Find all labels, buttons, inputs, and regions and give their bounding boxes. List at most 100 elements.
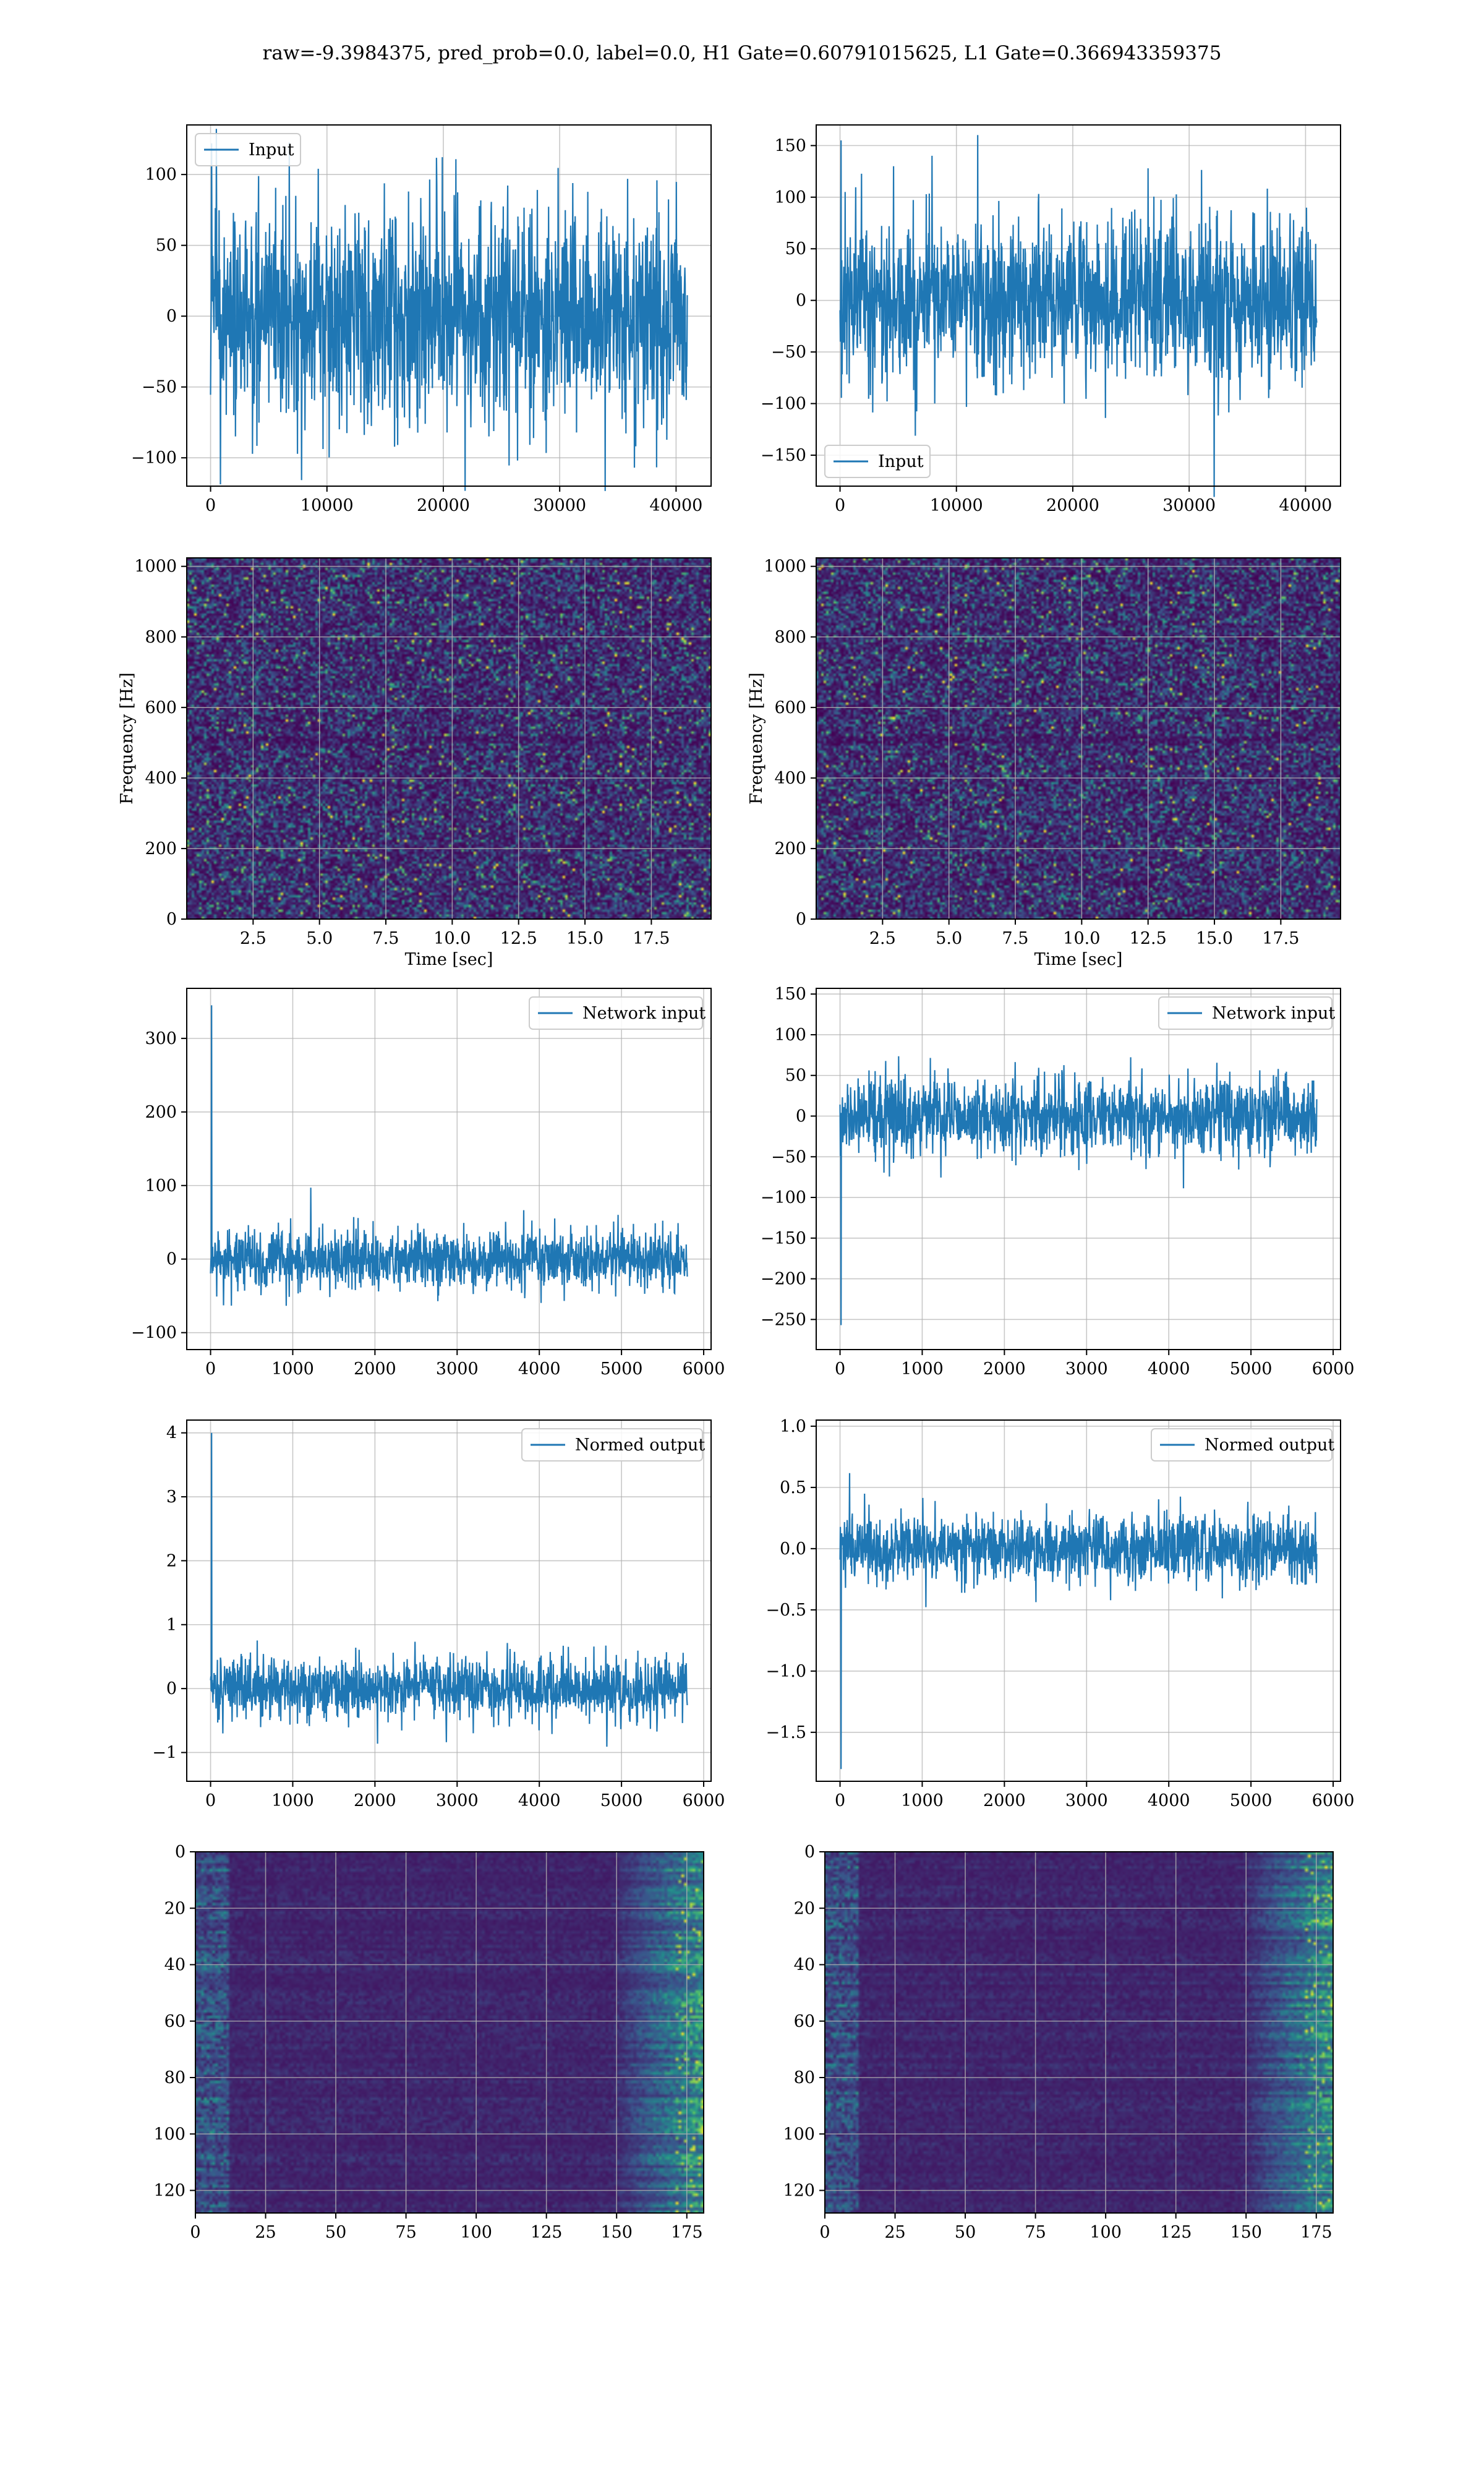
h1-network-input-xtick-label: 6000 [683, 1359, 725, 1379]
l1-network-input-plot: Network input 0 1000 2000 3000 4000 5000 6000 −2… [761, 985, 1355, 1379]
l1-feature-map-image [825, 1852, 1333, 2213]
h1-network-input-ytick-label: 0 [166, 1250, 177, 1269]
h1-spectrogram-plot: 2.5 5.0 7.5 10.0 12.5 15.0 17.5 0 200 400 600 800 10… [117, 557, 712, 969]
h1-network-input-ytick-label: −100 [131, 1324, 177, 1343]
l1-network-input-xtick-label: 6000 [1312, 1359, 1355, 1379]
h1-input-svg: Input 0 10000 20000 30000 40000 −100 −50 0 50 100 [131, 124, 712, 515]
l1-feature-map-xtick-label: 125 [1160, 2223, 1192, 2242]
l1-spectrogram-xlabel: Time [sec] [1034, 950, 1123, 969]
h1-spectrogram-ylabel: Frequency [Hz] [117, 672, 137, 804]
l1-normed-output-svg: Normed output 0 1000 2000 3000 4000 5000 6000 −1… [765, 1417, 1354, 1810]
l1-spectrogram-plot: 2.5 5.0 7.5 10.0 12.5 15.0 17.5 0 200 400 600 800 10… [747, 557, 1342, 969]
h1-feature-map-xtick-label: 175 [671, 2223, 703, 2242]
l1-feature-map-xtick-label: 50 [955, 2223, 976, 2242]
h1-input-xtick-label: 10000 [301, 496, 354, 515]
h1-network-input-legend: Network input [529, 996, 706, 1030]
h1-feature-map-ytick-label: 0 [175, 1843, 186, 1862]
l1-normed-output-ytick-label: −0.5 [765, 1601, 806, 1620]
h1-network-input-legend-label: Network input [582, 1004, 706, 1023]
l1-spectrogram-ytick-label: 0 [796, 910, 806, 929]
l1-normed-output-legend-label: Normed output [1205, 1436, 1334, 1455]
h1-network-input-series-line [210, 1005, 688, 1306]
l1-spectrogram-xtick-label: 15.0 [1196, 929, 1233, 948]
h1-normed-output-svg: Normed output 0 1000 2000 3000 4000 5000 6000 −1… [152, 1419, 725, 1810]
l1-spectrogram-xtick-label: 17.5 [1262, 929, 1299, 948]
l1-spectrogram-ytick-label: 200 [774, 839, 806, 858]
l1-spectrogram-image [816, 558, 1341, 919]
h1-spectrogram-ytick-label: 600 [145, 698, 177, 717]
h1-normed-output-xtick-label: 5000 [600, 1791, 643, 1810]
h1-feature-map-ytick-label: 120 [153, 2181, 186, 2201]
h1-normed-output-xtick-label: 4000 [518, 1791, 561, 1810]
h1-network-input-xtick-label: 4000 [518, 1359, 561, 1379]
l1-input-ytick-label: 100 [774, 188, 806, 207]
l1-normed-output-xtick-label: 5000 [1230, 1791, 1273, 1810]
h1-network-input-xtick-label: 1000 [271, 1359, 314, 1379]
l1-input-plot: Input 0 10000 20000 30000 40000 −150 −100 −50 0 50… [761, 124, 1342, 515]
figure-title: raw=-9.3984375, pred_prob=0.0, label=0.0… [262, 42, 1222, 64]
h1-network-input-ytick-label: 100 [145, 1176, 177, 1196]
h1-normed-output-ytick-label: 0 [166, 1679, 177, 1698]
l1-feature-map-xtick-label: 0 [819, 2223, 830, 2242]
h1-spectrogram-ytick-label: 800 [145, 628, 177, 647]
l1-normed-output-ytick-label: 1.0 [780, 1417, 806, 1436]
h1-feature-map-xtick-label: 150 [600, 2223, 633, 2242]
h1-feature-map-ytick-label: 80 [164, 2068, 186, 2087]
h1-feature-map-xtick-label: 75 [395, 2223, 416, 2242]
l1-feature-map-xtick-label: 175 [1300, 2223, 1333, 2242]
l1-spectrogram-ytick-label: 400 [774, 769, 806, 788]
h1-spectrogram-ytick-label: 200 [145, 839, 177, 858]
l1-feature-map-plot: 0 25 50 75 100 125 150 175 0 20 40 60 80 100 120 [783, 1843, 1334, 2242]
h1-normed-output-ytick-label: 4 [166, 1424, 177, 1443]
h1-network-input-xtick-label: 0 [205, 1359, 216, 1379]
h1-feature-map-ytick-label: 60 [164, 2012, 186, 2031]
l1-normed-output-legend: Normed output [1151, 1428, 1334, 1462]
l1-network-input-xtick-label: 2000 [983, 1359, 1026, 1379]
h1-spectrogram-xtick-label: 10.0 [433, 929, 471, 948]
l1-input-ytick-label: −50 [771, 343, 806, 362]
h1-spectrogram-ytick-label: 1000 [134, 557, 177, 576]
l1-input-ytick-label: 150 [774, 136, 806, 155]
h1-normed-output-plot: Normed output 0 1000 2000 3000 4000 5000 6000 −1… [152, 1419, 725, 1810]
h1-normed-output-xtick-label: 0 [205, 1791, 216, 1810]
h1-network-input-ytick-label: 300 [145, 1029, 177, 1048]
l1-normed-output-xtick-label: 1000 [901, 1791, 944, 1810]
h1-feature-map-xtick-label: 125 [531, 2223, 563, 2242]
l1-network-input-legend: Network input [1158, 996, 1335, 1030]
l1-feature-map-svg: 0 25 50 75 100 125 150 175 0 20 40 60 80 100 120 [783, 1843, 1334, 2242]
l1-input-xtick-label: 20000 [1046, 496, 1099, 515]
l1-normed-output-plot: Normed output 0 1000 2000 3000 4000 5000 6000 −1… [765, 1417, 1354, 1810]
h1-input-ytick-label: 50 [156, 236, 177, 255]
h1-normed-output-ytick-label: −1 [152, 1743, 177, 1762]
h1-feature-map-xtick-label: 100 [460, 2223, 492, 2242]
h1-feature-map-xtick-label: 0 [190, 2223, 200, 2242]
l1-input-xtick-label: 30000 [1162, 496, 1216, 515]
h1-normed-output-series-line [210, 1432, 688, 1747]
h1-input-xtick-label: 30000 [533, 496, 586, 515]
h1-network-input-plot: Network input 0 1000 2000 3000 4000 5000 6000 −1… [131, 987, 725, 1379]
h1-spectrogram-image [187, 558, 711, 919]
l1-spectrogram-svg: 2.5 5.0 7.5 10.0 12.5 15.0 17.5 0 200 400 600 800 10… [747, 557, 1341, 969]
h1-spectrogram-svg: 2.5 5.0 7.5 10.0 12.5 15.0 17.5 0 200 400 600 800 10… [117, 557, 712, 969]
l1-feature-map-xtick-label: 150 [1230, 2223, 1262, 2242]
l1-feature-map-ytick-label: 0 [804, 1843, 815, 1862]
l1-spectrogram-xtick-label: 5.0 [936, 929, 962, 948]
l1-feature-map-xtick-label: 25 [884, 2223, 905, 2242]
h1-input-ytick-label: 0 [166, 307, 177, 326]
l1-spectrogram-ytick-label: 800 [774, 628, 806, 647]
l1-feature-map-ytick-label: 20 [794, 1899, 815, 1918]
l1-network-input-xtick-label: 1000 [901, 1359, 944, 1379]
l1-input-xtick-label: 40000 [1279, 496, 1332, 515]
h1-input-legend: Input [195, 133, 301, 166]
l1-network-input-xtick-label: 5000 [1230, 1359, 1273, 1379]
l1-network-input-ytick-label: −100 [761, 1188, 806, 1207]
l1-input-ytick-label: 0 [796, 291, 806, 310]
l1-normed-output-xtick-label: 3000 [1065, 1791, 1108, 1810]
l1-network-input-ytick-label: −150 [761, 1229, 806, 1248]
h1-input-ytick-label: −100 [131, 448, 177, 468]
l1-network-input-xtick-label: 3000 [1065, 1359, 1108, 1379]
h1-feature-map-xtick-label: 50 [325, 2223, 346, 2242]
h1-feature-map-svg: 0 25 50 75 100 125 150 175 0 20 40 60 80 100 120 [153, 1843, 704, 2242]
h1-spectrogram-ytick-label: 400 [145, 769, 177, 788]
